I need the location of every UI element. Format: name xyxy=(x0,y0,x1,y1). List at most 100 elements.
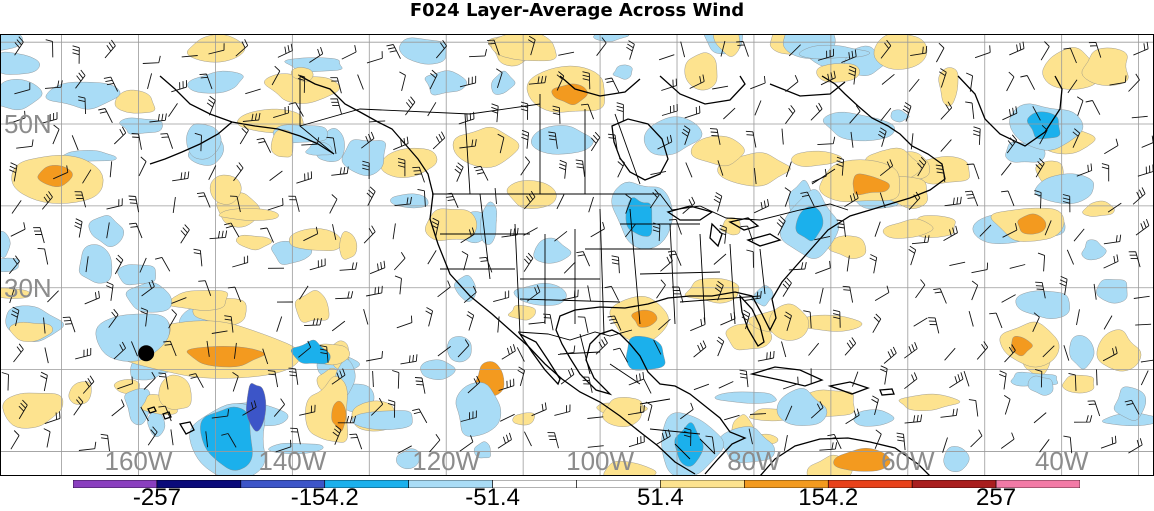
wind-barb xyxy=(661,78,677,91)
positive-anomaly xyxy=(506,180,557,209)
wind-barb xyxy=(750,75,766,90)
wind-barb xyxy=(528,75,547,85)
wind-barb xyxy=(785,105,796,124)
wind-barb xyxy=(667,250,682,266)
wind-barb xyxy=(1009,264,1026,269)
wind-barb xyxy=(607,315,622,331)
wind-barb xyxy=(935,164,946,182)
wind-barb xyxy=(109,161,113,178)
positive-anomaly xyxy=(37,165,73,187)
wind-barb xyxy=(335,291,354,300)
wind-barb xyxy=(753,168,757,185)
wind-barb xyxy=(915,279,926,299)
wind-barb xyxy=(1076,96,1084,116)
negative-anomaly xyxy=(290,339,331,365)
wind-barb xyxy=(658,318,671,331)
positive-anomaly xyxy=(690,135,745,167)
wind-barb xyxy=(394,196,412,207)
positive-anomaly xyxy=(2,392,64,429)
wind-barb xyxy=(1059,275,1068,296)
wind-barb xyxy=(53,165,69,180)
wind-barb xyxy=(11,200,22,214)
wind-barb xyxy=(329,194,338,214)
wind-barb xyxy=(52,124,60,145)
negative-anomaly xyxy=(396,448,421,470)
wind-barb xyxy=(848,65,857,85)
wind-barb xyxy=(299,404,316,416)
wind-barb xyxy=(1093,283,1097,300)
wind-barb xyxy=(717,160,724,176)
wind-barb xyxy=(260,227,274,243)
wind-barb xyxy=(1,372,9,391)
wind-barb xyxy=(180,224,190,244)
wind-barb xyxy=(297,74,306,93)
wind-barb xyxy=(736,41,749,57)
wind-barb xyxy=(552,105,561,124)
wind-barb xyxy=(989,312,1003,329)
wind-barb xyxy=(417,188,426,207)
positive-anomaly xyxy=(1081,47,1129,86)
wind-barb xyxy=(720,40,726,57)
wind-barb xyxy=(1068,372,1077,391)
wind-barb xyxy=(44,80,63,89)
wind-barb xyxy=(851,371,859,387)
wind-barb xyxy=(14,36,24,56)
wind-barb xyxy=(209,230,228,240)
positive-anomaly xyxy=(768,303,809,341)
wind-barb xyxy=(966,163,980,180)
wind-barb xyxy=(746,249,754,268)
wind-barb xyxy=(785,161,792,177)
colorbar-tick-label: -257 xyxy=(132,484,181,511)
wind-barb xyxy=(660,254,673,272)
wind-barb xyxy=(815,260,831,275)
wind-barb xyxy=(1039,124,1048,145)
wind-barb xyxy=(1101,163,1110,182)
wind-barb xyxy=(158,372,169,390)
wind-barb xyxy=(808,342,820,356)
wind-barb xyxy=(685,162,693,178)
wind-barb xyxy=(968,399,979,417)
wind-barb xyxy=(267,370,279,388)
wind-barb xyxy=(871,395,879,416)
wind-barb xyxy=(1132,187,1146,205)
positive-anomaly xyxy=(236,234,273,251)
wind-barb xyxy=(827,433,842,449)
wind-barb xyxy=(303,226,319,242)
wind-barb xyxy=(705,435,716,453)
wind-barb xyxy=(1135,323,1152,326)
wind-barb xyxy=(846,255,850,272)
wind-barb xyxy=(366,285,383,297)
wind-barb xyxy=(458,111,475,125)
wind-barb xyxy=(1088,41,1102,58)
wind-barb xyxy=(680,41,686,58)
wind-barb xyxy=(332,224,337,240)
wind-barb xyxy=(163,340,177,357)
negative-anomaly xyxy=(200,406,253,471)
wind-barb xyxy=(18,399,28,420)
wind-barb xyxy=(208,165,217,181)
map-panel xyxy=(0,34,1154,476)
wind-barb xyxy=(576,251,591,267)
wind-barb xyxy=(309,258,326,271)
wind-barb xyxy=(1002,106,1018,121)
wind-barb xyxy=(366,186,376,206)
wind-barb xyxy=(723,107,736,120)
wind-barb xyxy=(904,372,918,390)
wind-barb xyxy=(754,100,762,116)
negative-anomaly xyxy=(1027,111,1061,140)
negative-anomaly xyxy=(1034,173,1094,204)
wind-barb xyxy=(43,317,46,334)
longitude-label: 60W xyxy=(881,446,935,476)
wind-barb xyxy=(649,189,660,209)
wind-barb xyxy=(181,55,198,58)
wind-barb xyxy=(966,72,974,92)
wind-barb xyxy=(129,222,143,239)
wind-barb xyxy=(782,277,792,297)
wind-barb xyxy=(581,376,593,393)
wind-barb xyxy=(140,307,148,327)
wind-barb xyxy=(940,139,952,152)
greenland-coastline xyxy=(957,75,1063,147)
wind-barb xyxy=(880,39,892,59)
arctic-islands-coastline xyxy=(559,75,846,105)
wind-barb xyxy=(1103,234,1122,245)
